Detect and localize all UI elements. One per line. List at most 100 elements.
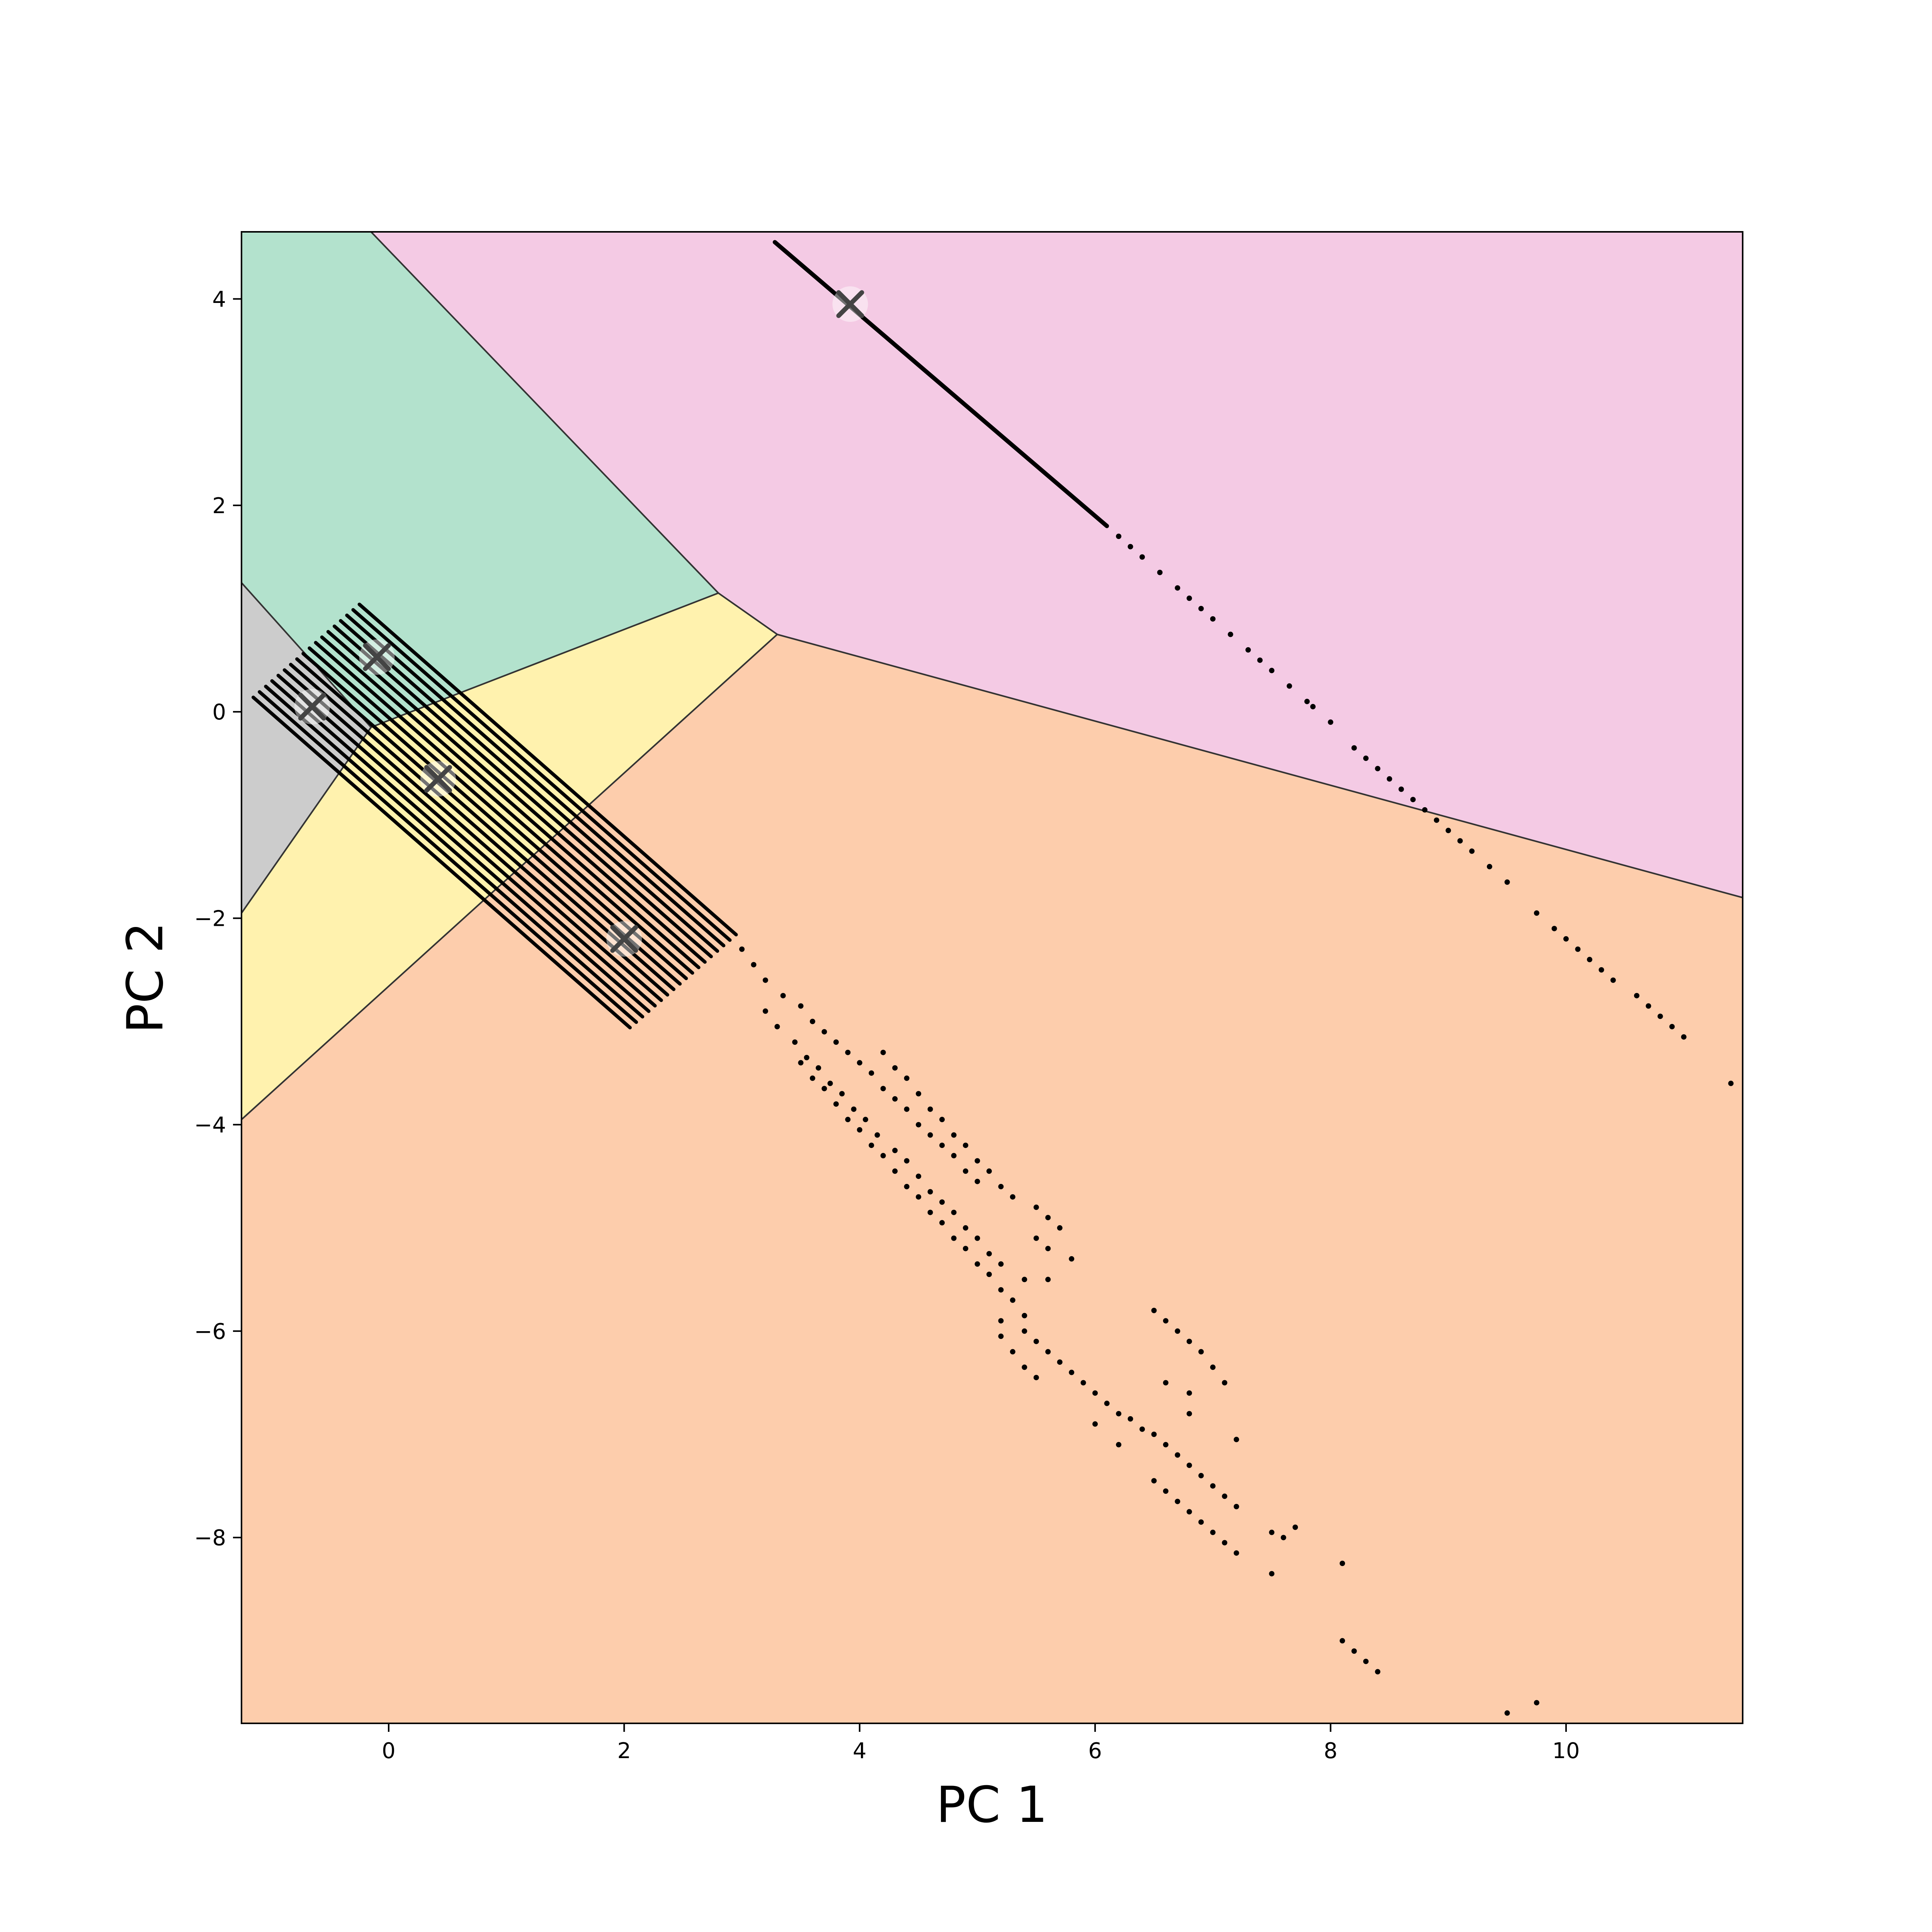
centroid-cross (298, 692, 326, 721)
data-point (998, 1261, 1004, 1267)
data-point (1116, 1411, 1122, 1417)
data-point (1010, 1297, 1015, 1303)
data-point (1210, 1364, 1216, 1370)
data-point (1363, 755, 1369, 761)
data-point (1210, 1529, 1216, 1535)
data-point (1080, 1380, 1086, 1386)
data-point (939, 1143, 945, 1148)
data-point (1269, 1571, 1275, 1577)
x-tick-label: 4 (853, 1738, 867, 1764)
y-tick-label: −2 (194, 906, 226, 931)
data-point (1504, 1710, 1510, 1716)
data-point (1104, 1400, 1110, 1406)
data-point (1534, 1700, 1539, 1706)
data-point (845, 1049, 851, 1055)
data-point (1386, 776, 1392, 782)
data-point (1057, 1359, 1063, 1365)
data-point (810, 1075, 815, 1081)
data-point (1551, 926, 1557, 932)
data-point (1634, 993, 1639, 998)
data-point (1139, 1426, 1145, 1432)
data-point (963, 1143, 968, 1148)
data-point (892, 1065, 898, 1071)
data-point (869, 1070, 874, 1076)
data-point (927, 1132, 933, 1138)
data-point (986, 1251, 992, 1257)
point-stripe (320, 635, 701, 969)
centroid-marker (420, 761, 456, 797)
data-point (1210, 616, 1216, 622)
data-point (1186, 1390, 1192, 1396)
data-point (1198, 1473, 1204, 1478)
y-tick-label: −8 (194, 1526, 226, 1551)
data-point (1610, 977, 1616, 983)
data-point (1128, 544, 1133, 549)
data-point (762, 977, 768, 983)
data-point (1045, 1215, 1051, 1221)
data-point (1486, 864, 1492, 869)
data-point (1151, 1478, 1157, 1484)
data-point (939, 1199, 945, 1205)
data-point (845, 1117, 851, 1122)
data-point (1186, 1338, 1192, 1344)
point-stripe (282, 668, 663, 1002)
data-point (1045, 1349, 1051, 1355)
data-point (916, 1173, 922, 1179)
point-stripe (326, 630, 707, 964)
data-point (1646, 1003, 1651, 1009)
data-point (998, 1184, 1004, 1189)
data-point (951, 1132, 957, 1138)
data-point (839, 1091, 845, 1097)
data-point (1375, 1669, 1381, 1675)
data-point (810, 1019, 815, 1024)
point-stripe (339, 619, 719, 953)
data-point (1033, 1204, 1039, 1210)
point-stripe (276, 673, 657, 1008)
data-point (1151, 1308, 1157, 1313)
y-tick-label: −4 (194, 1113, 226, 1138)
data-point (904, 1106, 910, 1112)
data-point (904, 1158, 910, 1164)
centroid-cross (610, 925, 638, 953)
data-point (951, 1235, 957, 1241)
data-point (1175, 1452, 1180, 1458)
point-stripe (332, 624, 713, 959)
y-axis-ticks: −8 −6 −4 −2 0 2 4 (194, 287, 242, 1551)
data-point (798, 1003, 804, 1009)
centroid-marker (359, 639, 395, 675)
data-point (1033, 1235, 1039, 1241)
data-point (1128, 1416, 1133, 1422)
data-point (975, 1261, 980, 1267)
x-axis-label: PC 1 (936, 1776, 1048, 1834)
data-point (1281, 1535, 1286, 1541)
x-tick-label: 2 (617, 1738, 631, 1764)
data-point (1587, 957, 1592, 963)
data-point (1163, 1318, 1168, 1324)
data-point (1022, 1364, 1027, 1370)
data-point (1340, 1638, 1345, 1644)
data-point (963, 1225, 968, 1231)
y-tick-label: −6 (194, 1319, 226, 1344)
data-point (1269, 1529, 1275, 1535)
data-point (1022, 1277, 1027, 1282)
data-point (762, 1008, 768, 1014)
data-point (1340, 1561, 1345, 1566)
data-point (804, 1055, 810, 1060)
data-point (874, 1132, 880, 1138)
point-stripe (289, 663, 669, 997)
data-point (1022, 1328, 1027, 1334)
point-stripe (270, 679, 651, 1013)
data-point (1198, 1349, 1204, 1355)
data-point (916, 1122, 922, 1128)
data-point (1657, 1014, 1663, 1019)
y-tick-label: 4 (212, 287, 226, 312)
data-point (939, 1117, 945, 1122)
data-point (1575, 946, 1581, 952)
data-point (880, 1086, 886, 1092)
data-point (1222, 1540, 1228, 1546)
data-point (1728, 1080, 1734, 1086)
data-point (1033, 1375, 1039, 1381)
data-point (1563, 936, 1569, 942)
data-point (1139, 554, 1145, 560)
data-point (816, 1065, 821, 1071)
